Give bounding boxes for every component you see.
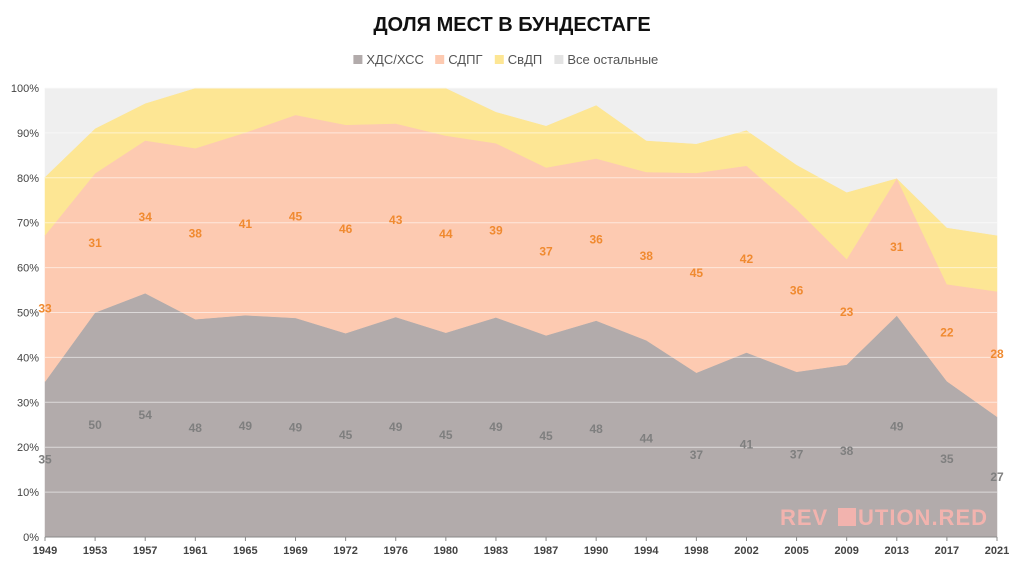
data-label-series-1: 28 [990, 347, 1004, 361]
data-label-series-0: 49 [289, 420, 303, 434]
x-tick-label: 1965 [233, 545, 257, 557]
watermark-text-end: UTION.RED [858, 505, 988, 530]
legend-swatch-1 [435, 55, 445, 64]
data-label-series-0: 41 [740, 438, 754, 452]
data-label-series-1: 45 [289, 209, 303, 223]
data-label-series-0: 37 [790, 447, 804, 461]
x-tick-label: 2009 [834, 545, 858, 557]
data-label-series-1: 44 [439, 227, 453, 241]
x-tick-label: 1998 [684, 545, 708, 557]
data-label-series-0: 45 [439, 428, 453, 442]
legend-label-3: Все остальные [567, 52, 658, 67]
data-label-series-0: 27 [990, 470, 1004, 484]
legend-label-2: СвДП [508, 52, 542, 67]
legend-label-1: СДПГ [448, 52, 482, 67]
y-tick-label: 10% [17, 487, 39, 499]
legend-label-0: ХДС/ХСС [366, 52, 424, 67]
x-tick-label: 1969 [283, 545, 307, 557]
data-label-series-1: 36 [589, 233, 603, 247]
y-tick-label: 100% [11, 83, 39, 95]
data-label-series-0: 49 [489, 420, 503, 434]
data-label-series-0: 48 [589, 422, 603, 436]
data-label-series-1: 42 [740, 252, 754, 266]
y-tick-label: 70% [17, 218, 39, 230]
x-tick-label: 1957 [133, 545, 157, 557]
data-label-series-0: 35 [38, 452, 52, 466]
x-tick-label: 1990 [584, 545, 608, 557]
data-label-series-1: 38 [189, 227, 203, 241]
watermark-logo: REV UTION.RED [780, 505, 988, 530]
y-tick-label: 60% [17, 263, 39, 275]
x-tick-label: 1953 [83, 545, 107, 557]
data-label-series-1: 45 [690, 266, 704, 280]
x-tick-label: 1972 [333, 545, 357, 557]
data-label-series-0: 45 [339, 428, 353, 442]
y-tick-label: 0% [23, 532, 39, 544]
x-tick-label: 1983 [484, 545, 508, 557]
watermark-symbol [838, 508, 856, 526]
x-tick-label: 2005 [784, 545, 808, 557]
x-tick-label: 1961 [183, 545, 207, 557]
chart-title: ДОЛЯ МЕСТ В БУНДЕСТАГЕ [373, 14, 650, 36]
area-layers [44, 87, 998, 538]
x-axis: 1949 1953 1957 1961 1965 1969 1972 1976 1980 1983… [33, 536, 1009, 557]
data-label-series-1: 34 [139, 210, 153, 224]
y-axis: 0% 10% 20% 30% 40% 50% 60% 70% 80% 90% 100% [11, 83, 39, 544]
legend-swatch-2 [494, 55, 504, 64]
data-label-series-1: 39 [489, 223, 503, 237]
data-label-series-0: 49 [890, 419, 904, 433]
data-label-series-1: 23 [840, 305, 854, 319]
data-label-series-0: 44 [640, 432, 654, 446]
y-tick-label: 50% [17, 308, 39, 320]
data-label-series-0: 54 [139, 408, 153, 422]
legend-swatch-0 [353, 55, 363, 64]
data-label-series-0: 48 [189, 421, 203, 435]
x-tick-label: 2021 [985, 545, 1009, 557]
data-label-series-1: 22 [940, 326, 954, 340]
x-tick-label: 2013 [885, 545, 909, 557]
data-labels: 35 50 54 48 49 49 45 49 45 49 45 48 44 37 41 37 38 49 35 27… [38, 209, 1004, 483]
y-tick-label: 20% [17, 442, 39, 454]
data-label-series-1: 31 [890, 240, 904, 254]
legend: ХДС/ХСС СДПГ СвДП Все остальные [353, 52, 658, 67]
legend-swatch-3 [554, 55, 564, 64]
data-label-series-1: 41 [239, 217, 253, 231]
x-tick-label: 1987 [534, 545, 558, 557]
y-tick-label: 40% [17, 352, 39, 364]
y-tick-label: 90% [17, 128, 39, 140]
data-label-series-1: 38 [640, 249, 654, 263]
x-tick-label: 1994 [634, 545, 659, 557]
x-tick-label: 1949 [33, 545, 57, 557]
data-label-series-0: 49 [389, 420, 403, 434]
y-tick-label: 80% [17, 173, 39, 185]
data-label-series-0: 45 [539, 429, 553, 443]
y-tick-label: 30% [17, 397, 39, 409]
data-label-series-0: 49 [239, 419, 253, 433]
x-tick-label: 1980 [434, 545, 458, 557]
data-label-series-1: 33 [38, 301, 52, 315]
data-label-series-0: 38 [840, 444, 854, 458]
x-tick-label: 2002 [734, 545, 758, 557]
x-tick-label: 1976 [383, 545, 407, 557]
data-label-series-1: 46 [339, 222, 353, 236]
data-label-series-1: 37 [539, 244, 553, 258]
data-label-series-1: 36 [790, 283, 804, 297]
data-label-series-0: 50 [88, 418, 102, 432]
data-label-series-1: 31 [88, 236, 102, 250]
data-label-series-0: 35 [940, 452, 954, 466]
x-tick-label: 2017 [935, 545, 959, 557]
data-label-series-0: 37 [690, 448, 704, 462]
data-label-series-1: 43 [389, 213, 403, 227]
watermark-text-start: REV [780, 505, 828, 530]
